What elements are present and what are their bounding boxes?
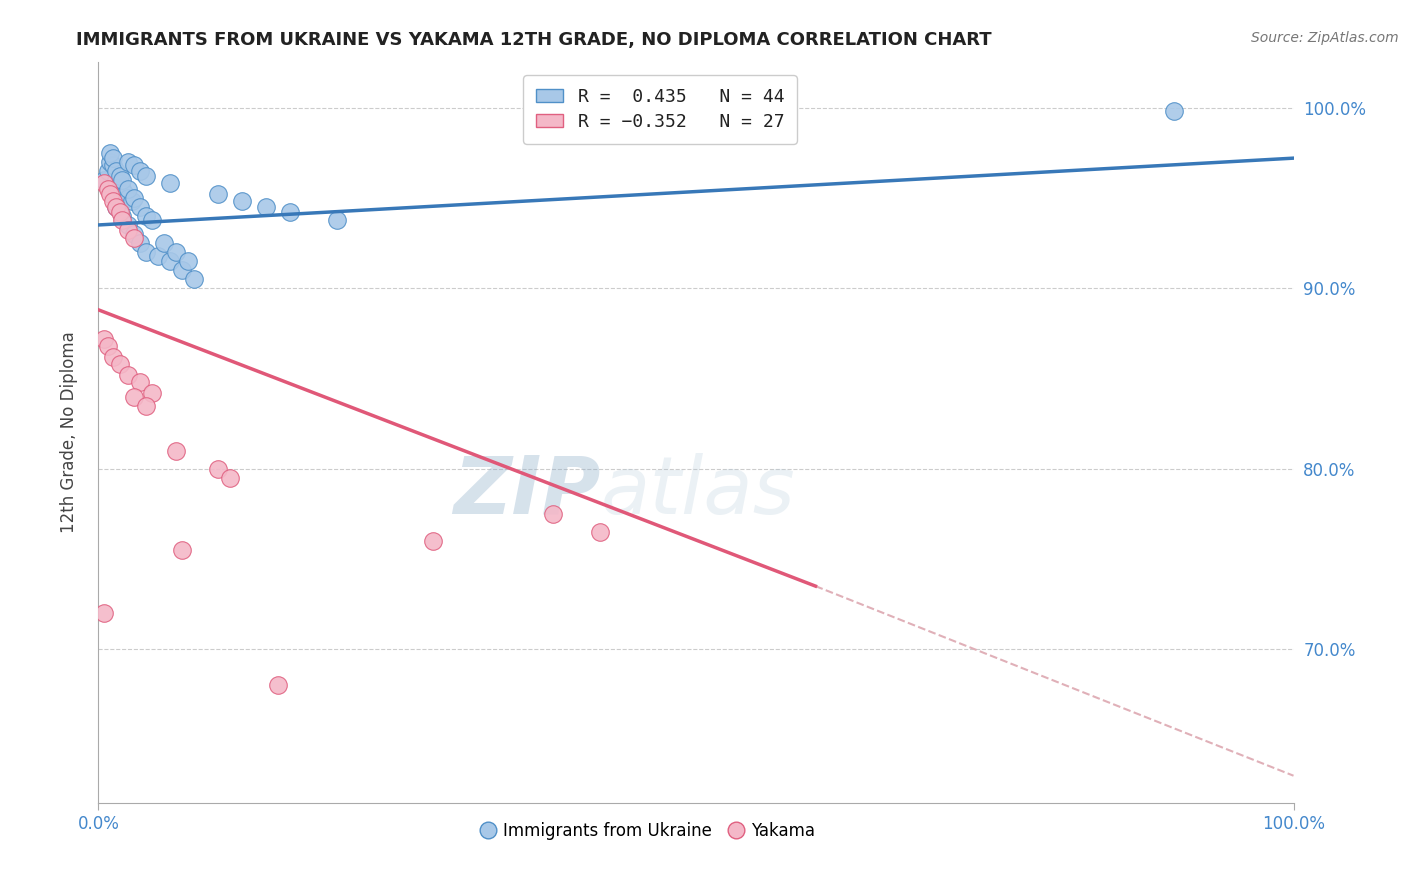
Text: atlas: atlas bbox=[600, 453, 796, 531]
Point bbox=[117, 368, 139, 382]
Point bbox=[129, 235, 152, 250]
Point bbox=[108, 177, 131, 191]
Point bbox=[117, 191, 139, 205]
Point bbox=[93, 177, 115, 191]
Point bbox=[129, 200, 152, 214]
Point bbox=[326, 212, 349, 227]
Point bbox=[93, 173, 115, 187]
Point bbox=[105, 173, 128, 187]
Point bbox=[111, 182, 134, 196]
Point bbox=[97, 339, 120, 353]
Point bbox=[177, 254, 200, 268]
Text: IMMIGRANTS FROM UKRAINE VS YAKAMA 12TH GRADE, NO DIPLOMA CORRELATION CHART: IMMIGRANTS FROM UKRAINE VS YAKAMA 12TH G… bbox=[76, 31, 993, 49]
Point bbox=[101, 151, 124, 165]
Point bbox=[135, 209, 157, 223]
Point bbox=[101, 350, 124, 364]
Point bbox=[165, 245, 187, 260]
Point bbox=[111, 173, 134, 187]
Point bbox=[97, 163, 120, 178]
Point bbox=[129, 375, 152, 389]
Point bbox=[141, 385, 163, 400]
Point bbox=[172, 543, 194, 558]
Point bbox=[121, 194, 143, 209]
Point bbox=[101, 194, 124, 209]
Point bbox=[148, 249, 170, 263]
Text: ZIP: ZIP bbox=[453, 453, 600, 531]
Point bbox=[135, 399, 157, 413]
Point bbox=[541, 507, 564, 521]
Point bbox=[108, 205, 131, 219]
Point bbox=[129, 163, 152, 178]
Point bbox=[422, 533, 444, 548]
Point bbox=[267, 678, 290, 692]
Point bbox=[124, 191, 146, 205]
Point bbox=[589, 524, 612, 539]
Point bbox=[207, 461, 229, 475]
Point bbox=[141, 212, 163, 227]
Point bbox=[124, 227, 146, 241]
Point bbox=[93, 606, 115, 620]
Point bbox=[172, 263, 194, 277]
Y-axis label: 12th Grade, No Diploma: 12th Grade, No Diploma bbox=[59, 332, 77, 533]
Point bbox=[105, 200, 128, 214]
Point bbox=[108, 357, 131, 371]
Point bbox=[254, 200, 277, 214]
Point bbox=[101, 158, 124, 172]
Point bbox=[117, 223, 139, 237]
Text: Source: ZipAtlas.com: Source: ZipAtlas.com bbox=[1251, 31, 1399, 45]
Point bbox=[108, 169, 131, 184]
Point bbox=[117, 154, 139, 169]
Point bbox=[153, 235, 176, 250]
Point bbox=[117, 218, 139, 232]
Point bbox=[111, 212, 134, 227]
Point bbox=[114, 187, 136, 202]
Point bbox=[97, 182, 120, 196]
Point bbox=[219, 471, 242, 485]
Point bbox=[165, 443, 187, 458]
Point bbox=[183, 272, 205, 286]
Point bbox=[231, 194, 253, 209]
Point bbox=[105, 200, 128, 214]
Point bbox=[111, 209, 134, 223]
Point bbox=[117, 182, 139, 196]
Point bbox=[93, 332, 115, 346]
Point bbox=[98, 145, 122, 160]
Point bbox=[124, 230, 146, 244]
Point bbox=[124, 390, 146, 404]
Point bbox=[159, 177, 181, 191]
Point bbox=[135, 245, 157, 260]
Point bbox=[105, 163, 128, 178]
Legend: Immigrants from Ukraine, Yakama: Immigrants from Ukraine, Yakama bbox=[475, 815, 821, 847]
Point bbox=[98, 187, 122, 202]
Point bbox=[159, 254, 181, 268]
Point bbox=[98, 154, 122, 169]
Point bbox=[1163, 104, 1185, 119]
Point bbox=[278, 205, 301, 219]
Point bbox=[135, 169, 157, 184]
Point bbox=[124, 158, 146, 172]
Point bbox=[207, 187, 229, 202]
